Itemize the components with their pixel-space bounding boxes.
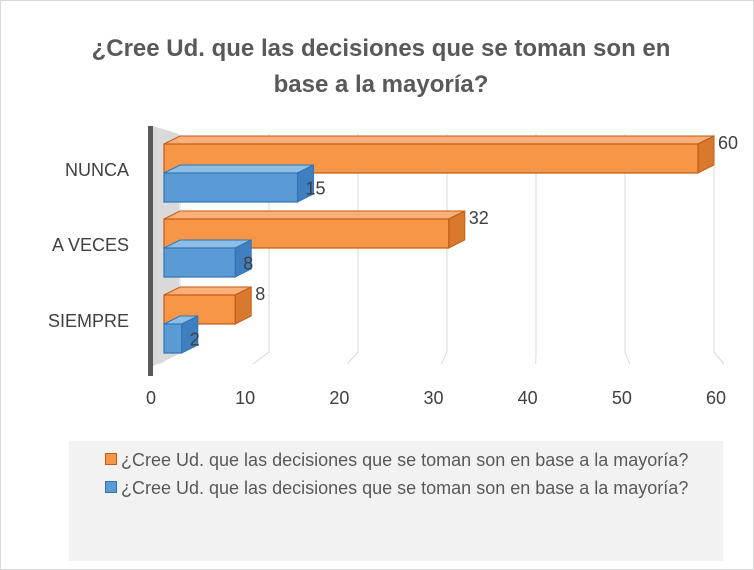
legend-swatch xyxy=(105,453,117,465)
bar xyxy=(163,239,252,278)
grid-line xyxy=(252,134,270,365)
bar-top xyxy=(163,164,314,174)
y-tick-label: A VECES xyxy=(52,235,129,255)
legend-label: ¿Cree Ud. que las decisiones que se toma… xyxy=(121,450,689,470)
x-tick-label: 50 xyxy=(612,388,632,408)
grid-line xyxy=(713,134,725,365)
chart-title: ¿Cree Ud. que las decisiones que se toma… xyxy=(91,35,671,98)
bar xyxy=(163,315,199,354)
x-tick-label: 30 xyxy=(423,388,443,408)
grid-line xyxy=(346,134,359,365)
legend-label: ¿Cree Ud. que las decisiones que se toma… xyxy=(121,478,689,498)
legend-entry: ¿Cree Ud. que las decisiones que se toma… xyxy=(69,475,723,501)
data-label: 2 xyxy=(190,329,200,349)
legend-swatch xyxy=(105,481,117,493)
bar-top xyxy=(163,210,466,220)
bar-front xyxy=(163,323,183,354)
bar-front xyxy=(163,247,236,278)
legend-entry: ¿Cree Ud. que las decisiones que se toma… xyxy=(69,447,723,473)
data-label: 8 xyxy=(255,284,265,304)
axis-wall xyxy=(148,126,153,376)
x-tick-label: 60 xyxy=(706,388,726,408)
y-tick-label: NUNCA xyxy=(65,160,129,180)
data-label: 15 xyxy=(306,178,326,198)
data-label: 60 xyxy=(718,133,738,153)
data-label: 32 xyxy=(469,208,489,228)
grid-line xyxy=(441,134,448,365)
x-tick-label: 10 xyxy=(235,388,255,408)
x-tick-label: 0 xyxy=(146,388,156,408)
bar-top xyxy=(163,135,715,145)
grid-line xyxy=(624,134,631,365)
y-tick-label: SIEMPRE xyxy=(48,311,129,331)
legend: ¿Cree Ud. que las decisiones que se toma… xyxy=(69,441,723,561)
bar-front xyxy=(163,172,299,203)
plot-area: 0 10 20 30 40 50 60 NUNCA 60 15 A VECES 32 8 SIEMPRE 8… xyxy=(48,126,738,408)
x-tick-label: 20 xyxy=(329,388,349,408)
bar xyxy=(163,164,314,203)
data-label: 8 xyxy=(243,253,253,273)
x-tick-label: 40 xyxy=(518,388,538,408)
